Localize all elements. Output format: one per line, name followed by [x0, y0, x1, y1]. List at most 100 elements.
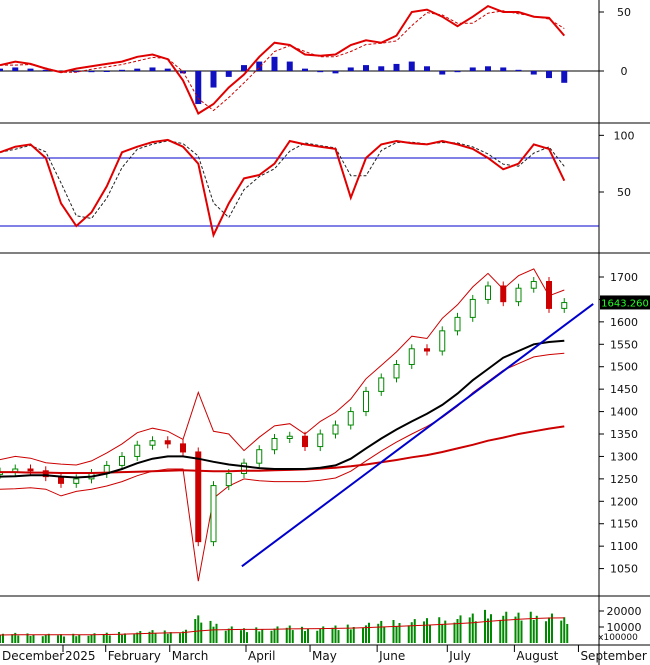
volume-bar	[243, 628, 245, 643]
volume-bar	[349, 629, 352, 643]
volume-bar	[87, 635, 90, 643]
volume-bar	[398, 623, 401, 643]
volume-bar	[563, 617, 566, 643]
x-axis-month-label: February	[108, 649, 161, 663]
macd-histogram-bar	[241, 65, 247, 71]
volume-bar	[307, 628, 309, 643]
volume-bar	[163, 630, 166, 643]
volume-bar	[44, 635, 47, 643]
macd-histogram-bar	[164, 68, 171, 71]
volume-bar	[255, 627, 258, 643]
x-axis-month-label: July	[448, 649, 471, 663]
volume-bar	[215, 623, 218, 643]
candle-body	[195, 451, 202, 543]
volume-bar	[179, 633, 181, 643]
moving-average-long	[0, 425, 565, 474]
x-axis-month-label: May	[312, 649, 337, 663]
volume-y-tick-label: 10000	[607, 621, 642, 634]
volume-bar	[185, 629, 187, 643]
volume-bar	[423, 621, 425, 643]
volume-bar	[456, 619, 459, 643]
volume-bar	[459, 615, 462, 643]
last-price-badge	[600, 295, 650, 310]
x-axis-month-label: December	[2, 649, 64, 663]
candle-body	[469, 298, 476, 318]
volume-bar	[0, 635, 1, 643]
candle-body	[225, 472, 232, 487]
volume-bar	[319, 628, 322, 643]
volume-bar	[365, 625, 367, 643]
macd-histogram-bar	[408, 61, 415, 71]
volume-bar	[532, 619, 535, 643]
volume-bar	[410, 622, 413, 643]
candle-body	[210, 485, 217, 543]
price-y-tick-label: 1050	[610, 563, 638, 576]
candle-body	[363, 390, 369, 413]
stochastic-y-tick-label: 100	[614, 129, 635, 142]
macd-line	[0, 4, 566, 115]
candle-body	[332, 424, 339, 435]
last-price-label: 1643.260	[601, 298, 649, 309]
macd-histogram-bar	[530, 71, 537, 75]
volume-bar	[395, 626, 398, 643]
volume-bar	[148, 631, 151, 643]
volume-bar	[490, 614, 492, 643]
macd-histogram-bar	[225, 71, 232, 77]
volume-bar	[438, 617, 441, 643]
volume-bar	[108, 635, 111, 643]
volume-bar	[29, 635, 32, 643]
price-y-tick-label: 1700	[610, 271, 638, 284]
x-axis: December 2025 February March April May June Jul…	[2, 645, 647, 663]
macd-histogram-bar	[393, 63, 400, 71]
volume-bar	[17, 635, 20, 643]
macd-histogram-bar	[271, 56, 278, 71]
macd-histogram-bar	[454, 71, 461, 73]
candle-body	[530, 280, 537, 289]
volume-bar	[444, 620, 447, 643]
price-y-tick-label: 1600	[610, 316, 638, 329]
x-axis-month-label: June	[378, 649, 405, 663]
volume-bar	[288, 625, 291, 643]
volume-bar	[505, 611, 508, 643]
x-axis-month-label: September	[580, 649, 646, 663]
volume-bar	[352, 627, 355, 643]
volume-bar	[124, 633, 126, 643]
macd-histogram-bar	[302, 68, 308, 71]
macd-histogram-bar	[88, 71, 95, 73]
candle-body	[27, 468, 34, 472]
volume-bar	[212, 626, 215, 643]
candle-body	[73, 478, 80, 484]
x-axis-month-label: March	[172, 649, 209, 663]
macd-histogram-bar	[378, 66, 385, 71]
volume-bar	[322, 626, 325, 643]
candle-body	[500, 285, 507, 303]
x-axis-month-label: August	[516, 649, 558, 663]
macd-histogram-bar	[12, 67, 19, 71]
volume-bar	[230, 626, 233, 643]
macd-histogram-bar	[363, 65, 369, 71]
volume-bar	[441, 623, 444, 643]
volume-bar	[197, 615, 200, 643]
volume-bar	[93, 633, 96, 643]
candle-body	[149, 440, 156, 446]
volume-bar	[551, 613, 553, 643]
volume-bar	[334, 625, 337, 643]
volume-bar	[548, 617, 550, 643]
price-y-tick-label: 1450	[610, 383, 638, 396]
candle-body	[302, 435, 308, 448]
macd-histogram-bar	[195, 71, 202, 105]
volume-bar	[2, 633, 4, 643]
macd-histogram-bar	[347, 67, 354, 71]
volume-bar	[337, 630, 340, 643]
volume-bar	[502, 615, 505, 643]
volume-bar	[133, 634, 136, 643]
volume-bar	[392, 620, 395, 643]
candle-body	[286, 435, 293, 439]
macd-histogram-bar	[469, 67, 476, 71]
volume-bar	[426, 618, 428, 643]
stochastic-chart: 100 50	[0, 129, 635, 239]
stochastic-d-line	[0, 140, 565, 220]
macd-y-tick-label: 0	[621, 65, 628, 78]
